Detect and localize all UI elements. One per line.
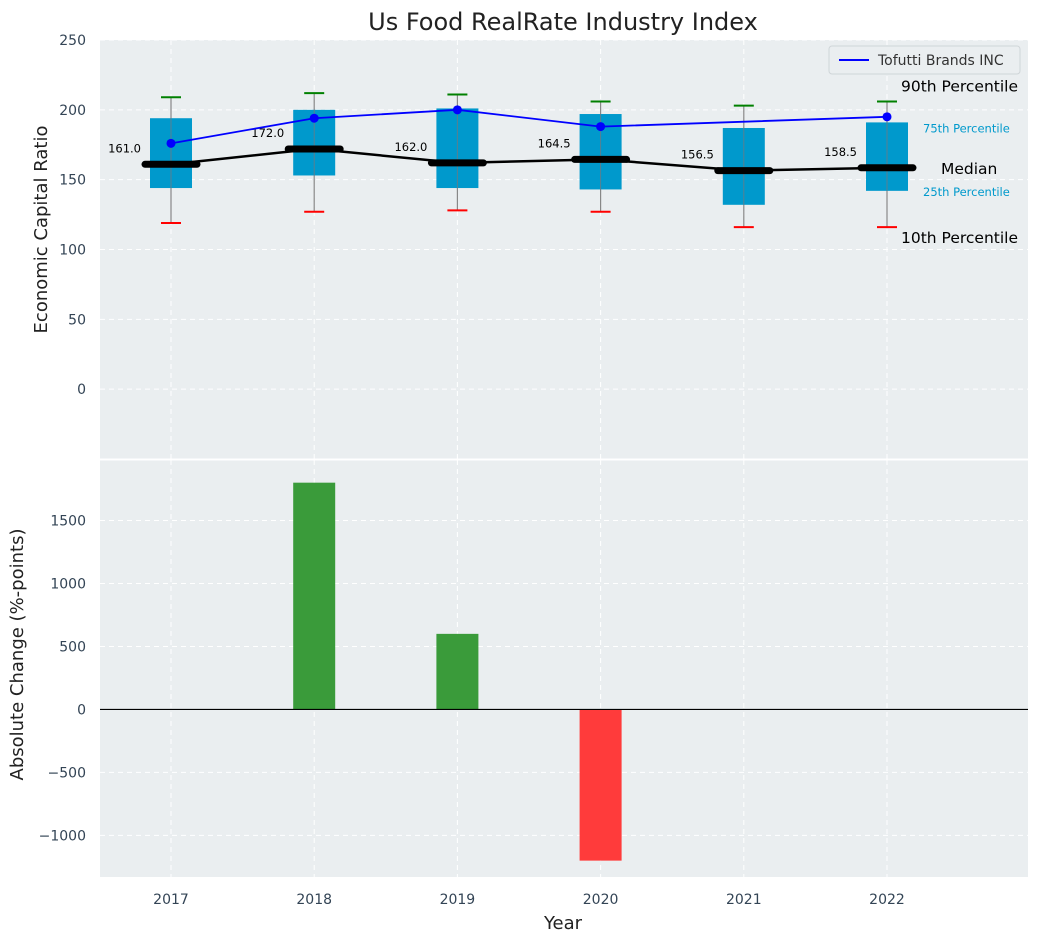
annotation-10th-percentile: 10th Percentile	[901, 229, 1018, 247]
median-value-label: 161.0	[108, 141, 141, 155]
top-y-tick-label: 200	[59, 103, 86, 119]
bottom-y-tick-label: 500	[59, 639, 86, 655]
company-point	[882, 112, 892, 122]
top-y-axis-label: Economic Capital Ratio	[31, 126, 52, 334]
top-y-tick-label: 50	[68, 312, 86, 328]
legend-entry-label: Tofutti Brands INC	[877, 53, 1004, 69]
x-tick-label: 2022	[869, 892, 905, 908]
annotation-median: Median	[941, 160, 997, 178]
bottom-y-tick-label: 1000	[50, 576, 86, 592]
top-y-tick-label: 100	[59, 243, 86, 259]
median-value-label: 162.0	[394, 140, 427, 154]
chart-title: Us Food RealRate Industry Index	[368, 8, 758, 36]
median-value-label: 172.0	[251, 126, 284, 140]
bottom-y-tick-label: −500	[48, 765, 86, 781]
legend: Tofutti Brands INC	[828, 45, 1021, 75]
change-bar	[436, 633, 479, 710]
x-tick-label: 2018	[296, 892, 332, 908]
top-y-tick-label: 250	[59, 33, 86, 49]
company-point	[596, 122, 606, 132]
bottom-y-tick-label: 1500	[50, 513, 86, 529]
x-tick-label: 2017	[153, 892, 189, 908]
change-bar	[579, 709, 622, 861]
legend-box	[828, 45, 1021, 75]
bottom-y-tick-label: −1000	[39, 828, 86, 844]
x-tick-label: 2021	[726, 892, 762, 908]
x-axis-label: Year	[543, 913, 583, 934]
annotation-25th-percentile: 25th Percentile	[923, 185, 1010, 199]
annotation-75th-percentile: 75th Percentile	[923, 121, 1010, 135]
median-value-label: 164.5	[538, 136, 571, 150]
company-point	[309, 113, 319, 123]
bottom-y-tick-label: 0	[77, 702, 86, 718]
median-value-label: 158.5	[824, 145, 857, 159]
bottom-plot-background	[100, 460, 1028, 877]
annotation-90th-percentile: 90th Percentile	[901, 77, 1018, 95]
company-point	[452, 105, 462, 115]
median-value-label: 156.5	[681, 148, 714, 162]
x-tick-label: 2020	[583, 892, 619, 908]
top-y-tick-label: 0	[77, 382, 86, 398]
x-tick-label: 2019	[440, 892, 476, 908]
change-bar	[293, 482, 336, 710]
bottom-y-axis-label: Absolute Change (%-points)	[7, 529, 28, 781]
top-y-tick-label: 150	[59, 173, 86, 189]
company-point	[166, 138, 176, 148]
